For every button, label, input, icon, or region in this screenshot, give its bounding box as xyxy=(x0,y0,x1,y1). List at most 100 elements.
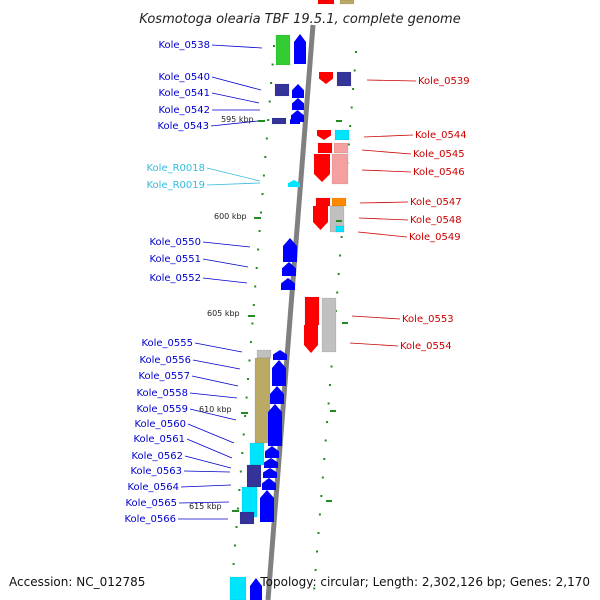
major-tick xyxy=(330,410,336,412)
label-connector xyxy=(187,423,235,444)
tick-mark xyxy=(261,193,264,195)
label-connector xyxy=(202,258,249,268)
scale-label: 600 kbp xyxy=(214,212,247,221)
label-connector xyxy=(363,134,414,138)
tick-mark xyxy=(251,322,254,325)
tick-mark xyxy=(247,378,249,380)
tick-mark xyxy=(271,63,274,66)
tick-mark xyxy=(248,359,251,362)
label-connector xyxy=(357,231,408,238)
label-connector xyxy=(211,44,263,49)
tick-mark xyxy=(336,291,339,294)
label-connector xyxy=(211,92,260,104)
gene-label: Kole_0548 xyxy=(410,215,462,226)
gene-feature xyxy=(315,197,331,207)
tick-mark xyxy=(260,211,262,214)
gene-feature xyxy=(229,576,247,600)
label-connector xyxy=(351,315,401,320)
tick-mark xyxy=(264,156,267,158)
gene-arrow xyxy=(288,180,300,187)
major-tick xyxy=(342,322,348,324)
tick-mark xyxy=(258,230,261,232)
tick-mark xyxy=(257,248,260,251)
gene-label: Kole_0566 xyxy=(124,514,176,525)
label-connector xyxy=(206,167,261,182)
gene-feature xyxy=(336,71,352,87)
tick-mark xyxy=(244,415,247,417)
tick-mark xyxy=(241,452,244,454)
gene-feature xyxy=(275,34,291,66)
gene-layer xyxy=(229,0,355,600)
gene-label: Kole_0547 xyxy=(410,197,462,208)
tick-mark xyxy=(245,396,248,399)
scale-label: 610 kbp xyxy=(199,405,232,414)
gene-arrow xyxy=(263,468,277,478)
tick-mark xyxy=(321,476,324,479)
gene-label: Kole_0544 xyxy=(415,130,467,141)
tick-mark xyxy=(326,421,329,423)
gene-label: Kole_0560 xyxy=(134,419,186,430)
major-tick xyxy=(254,217,261,219)
gene-arrow xyxy=(265,446,279,458)
tick-mark xyxy=(320,495,323,497)
gene-arrow xyxy=(270,386,284,404)
label-connector xyxy=(206,182,261,186)
gene-arrow xyxy=(262,478,276,490)
label-connector xyxy=(202,277,248,284)
label-connector xyxy=(189,392,238,399)
gene-feature xyxy=(331,153,349,185)
tick-mark xyxy=(236,507,239,510)
gene-arrow xyxy=(268,404,282,446)
gene-feature xyxy=(256,349,272,359)
gene-feature xyxy=(334,129,350,141)
label-connector xyxy=(191,375,239,387)
tick-mark xyxy=(355,51,357,53)
label-connector xyxy=(366,79,417,82)
label-connector xyxy=(178,501,230,504)
label-connector xyxy=(186,438,233,459)
rna-gene-label: Kole_R0019 xyxy=(146,180,205,191)
label-connector xyxy=(359,201,409,204)
gene-arrow xyxy=(294,34,306,64)
tick-mark xyxy=(339,254,342,257)
tick-mark xyxy=(262,174,265,177)
label-connector xyxy=(192,359,241,370)
gene-label: Kole_0538 xyxy=(158,40,210,51)
tick-mark xyxy=(270,82,273,84)
tick-mark xyxy=(329,384,331,386)
map-title: Kosmotoga olearia TBF 19.5.1, complete g… xyxy=(139,12,460,27)
gene-arrow xyxy=(292,98,304,110)
gene-label: Kole_0540 xyxy=(158,72,210,83)
label-connector xyxy=(211,76,262,91)
scale-label: 615 kbp xyxy=(189,502,222,511)
major-tick xyxy=(336,120,342,122)
gene-feature xyxy=(274,83,290,97)
genome-backbone xyxy=(265,24,316,600)
gene-arrow xyxy=(319,72,333,84)
gene-label: Kole_0557 xyxy=(138,371,190,382)
label-connector xyxy=(194,342,243,353)
tick-mark xyxy=(239,470,242,473)
major-tick xyxy=(232,510,239,512)
rna-gene-label: Kole_R0018 xyxy=(146,163,205,174)
tick-mark xyxy=(337,273,340,275)
label-connector xyxy=(361,169,412,173)
major-tick xyxy=(336,220,342,222)
label-connector xyxy=(184,455,232,469)
tick-mark xyxy=(350,106,353,109)
tick-mark xyxy=(265,137,268,140)
gene-feature xyxy=(321,297,337,353)
tick-mark xyxy=(330,365,333,368)
tick-mark xyxy=(324,439,327,442)
gene-label: Kole_0558 xyxy=(136,388,188,399)
tick-mark xyxy=(313,587,316,590)
gene-arrow xyxy=(290,116,300,124)
gene-label: Kole_0539 xyxy=(418,76,470,87)
gene-feature xyxy=(333,142,349,154)
genome-summary-text: Topology: circular; Length: 2,302,126 bp… xyxy=(259,575,590,589)
label-connector xyxy=(349,342,399,347)
label-connector xyxy=(361,149,412,155)
gene-feature xyxy=(239,511,255,525)
gene-feature xyxy=(317,0,335,5)
